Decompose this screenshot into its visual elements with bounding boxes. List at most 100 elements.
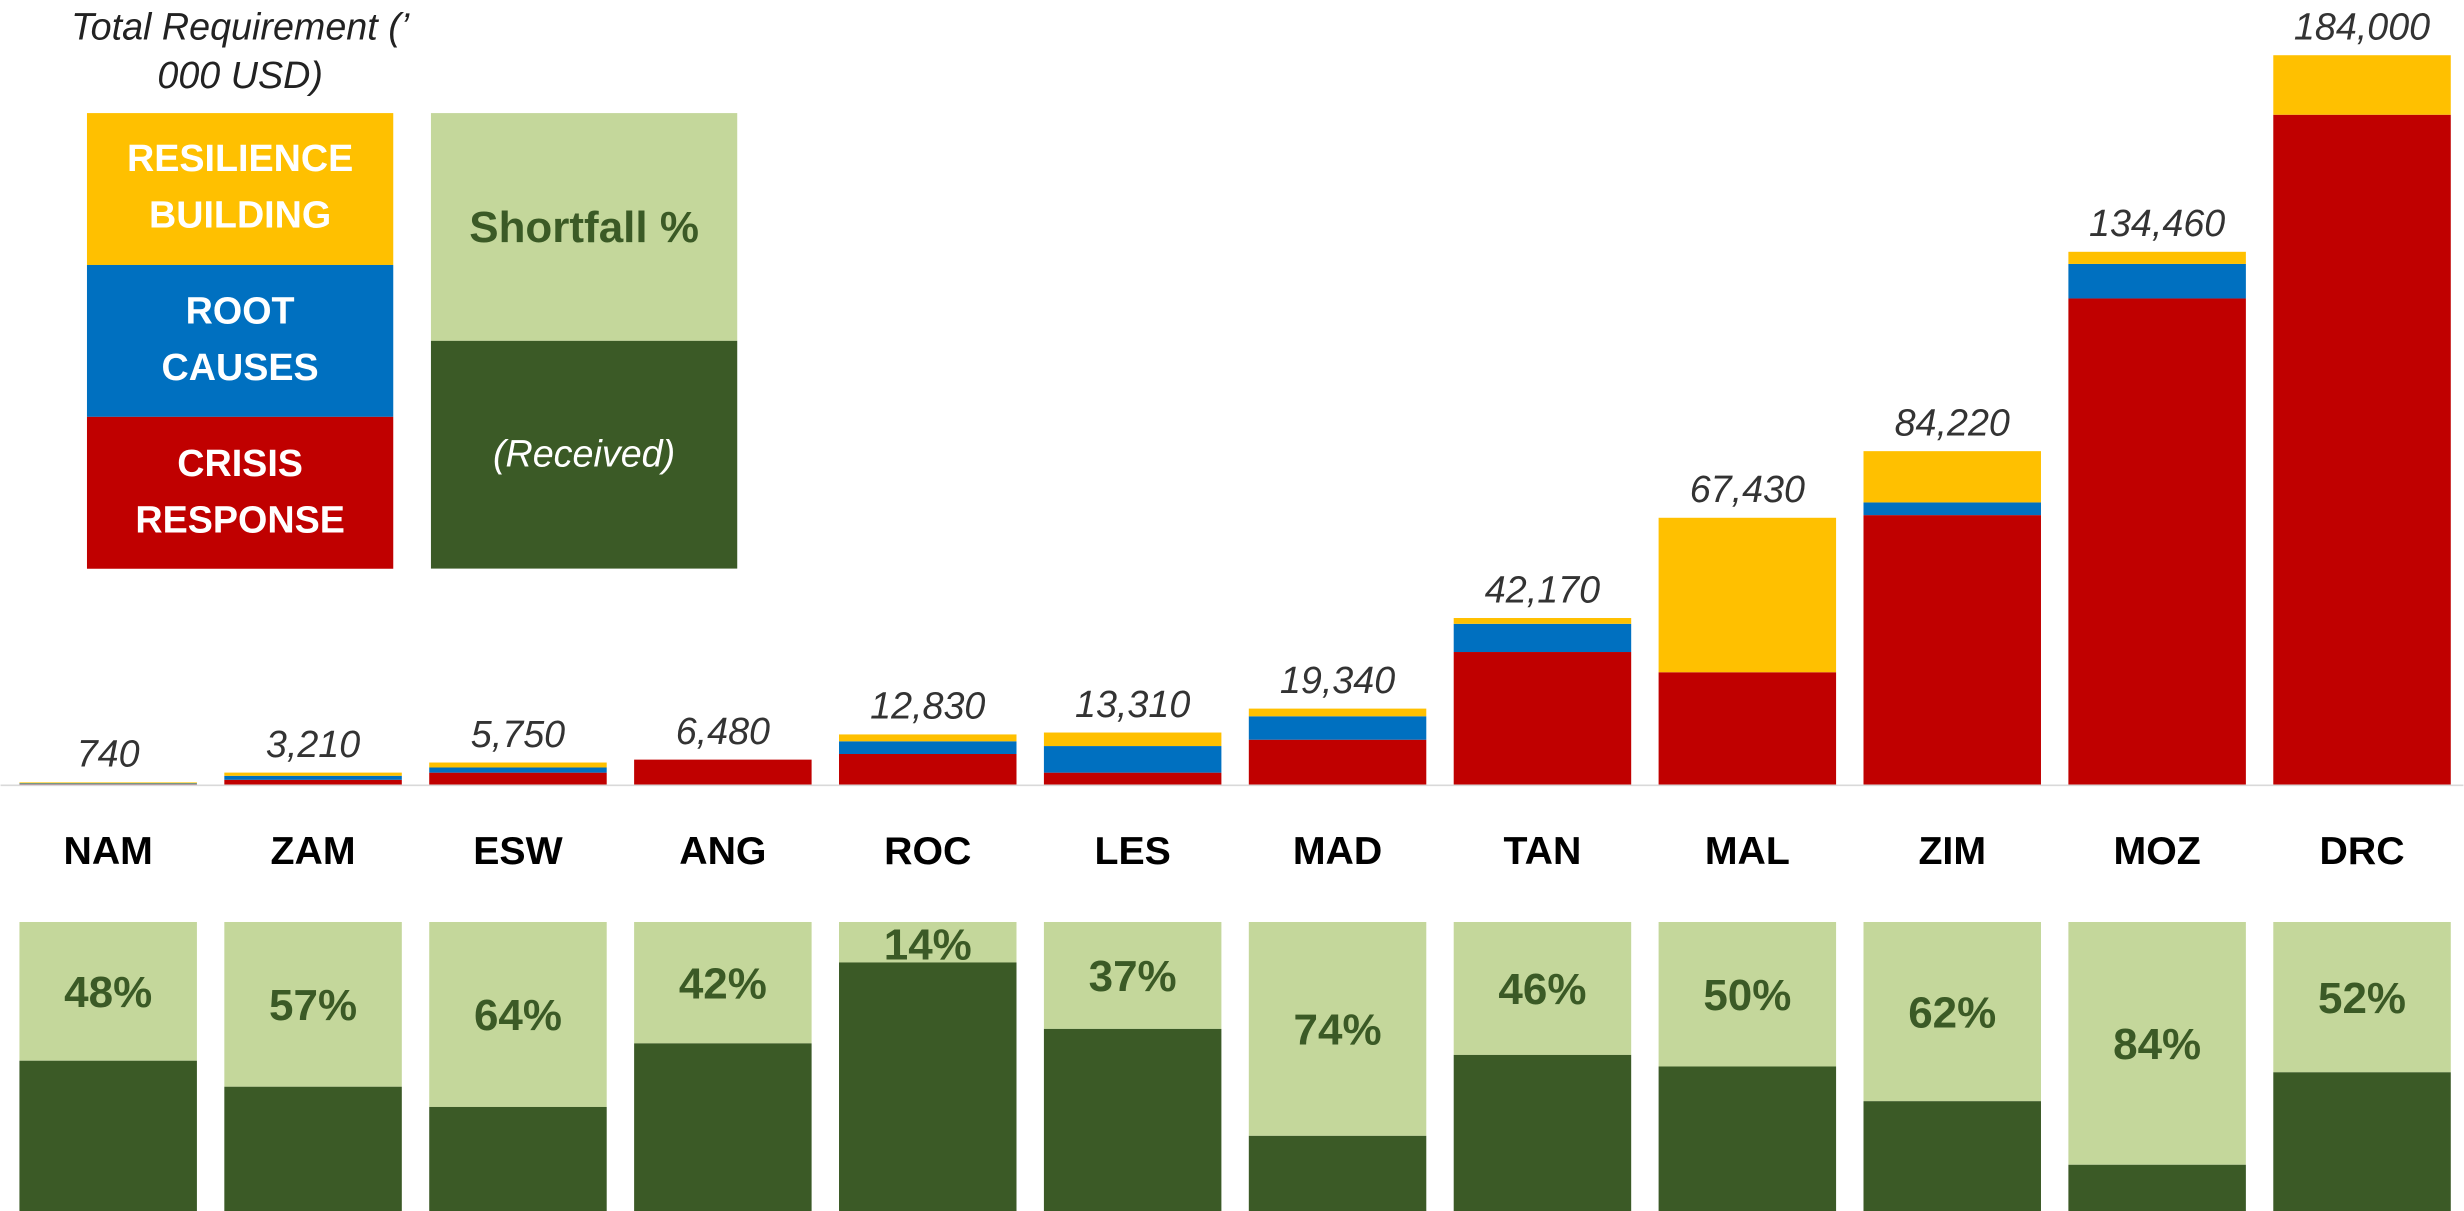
- x-tick-label: TAN: [1504, 829, 1582, 873]
- bar-segment: [1043, 772, 1222, 786]
- bar-segment: [224, 775, 402, 780]
- value-label: 14%: [884, 921, 972, 970]
- value-label: 50%: [1703, 971, 1791, 1020]
- value-label: 46%: [1498, 965, 1586, 1014]
- bar-segment: [2068, 251, 2246, 264]
- x-tick-label: NAM: [63, 829, 152, 873]
- x-tick-label: ROC: [884, 829, 971, 873]
- bar-segment: [2068, 298, 2246, 786]
- total-label: 6,480: [676, 710, 770, 752]
- bar-segment: [634, 759, 812, 786]
- x-tick-label: ESW: [473, 829, 562, 873]
- total-label: 184,000: [2294, 6, 2430, 48]
- legend-label: Shortfall %: [469, 201, 699, 251]
- bar-segment: [429, 762, 607, 768]
- received-bar: [2273, 1072, 2451, 1211]
- shortfall-bar: [1043, 921, 1222, 1029]
- received-bar: [1658, 1066, 1837, 1211]
- bar-segment: [19, 782, 197, 784]
- title-box: Total Requirement (’ 000 USD): [71, 6, 410, 98]
- value-label: 74%: [1294, 1006, 1382, 1055]
- bar-segment: [1248, 716, 1427, 740]
- value-label: 64%: [474, 991, 562, 1040]
- value-label: 62%: [1908, 988, 1996, 1037]
- received-bar: [634, 1043, 812, 1211]
- chart-title: Total Requirement (’ 000 USD): [71, 6, 410, 98]
- received-bar: [19, 1060, 197, 1211]
- x-tick-label: ANG: [679, 829, 766, 873]
- bar-segment: [1658, 517, 1837, 673]
- x-tick-label: MAD: [1293, 829, 1382, 873]
- total-label: 19,340: [1280, 659, 1395, 701]
- legend-label: RESILIENCE BUILDING: [126, 138, 354, 238]
- bar-segment: [1658, 672, 1837, 786]
- total-label: 12,830: [870, 685, 985, 727]
- received-bar: [2068, 1164, 2246, 1211]
- bar-segment: [1863, 451, 2041, 503]
- bar-segment: [2068, 263, 2246, 299]
- bar-segment: [1248, 708, 1427, 717]
- shortfall-bar: [2273, 921, 2451, 1073]
- x-tick-label: DRC: [2320, 829, 2405, 873]
- bar-segment: [1453, 618, 1632, 624]
- bar-segment: [839, 753, 1017, 786]
- legend-swatch: [86, 264, 394, 417]
- total-label: 740: [77, 733, 140, 775]
- legend-label: CRISIS RESPONSE: [135, 442, 345, 542]
- value-label: 84%: [2113, 1020, 2201, 1069]
- bar-segment: [839, 734, 1017, 742]
- shortfall-bar: [1658, 921, 1837, 1067]
- bar-segment: [1453, 623, 1632, 653]
- bar-segment: [429, 772, 607, 786]
- shortfall-bar: [1248, 921, 1427, 1136]
- bar-segment: [19, 783, 197, 785]
- legend-swatch: [430, 340, 738, 569]
- legend-item: RESILIENCE BUILDING: [126, 138, 354, 238]
- received-bar: [1043, 1028, 1222, 1211]
- shortfall-bar: [224, 921, 402, 1087]
- shortfall-bar: [634, 921, 812, 1044]
- value-label: 42%: [679, 959, 767, 1008]
- bar-segment: [839, 741, 1017, 754]
- legend-item: Shortfall %: [469, 201, 699, 251]
- bar-segment: [2273, 55, 2451, 115]
- legend-label: (Received): [492, 432, 676, 476]
- x-tick-label: MOZ: [2114, 829, 2201, 873]
- bar-segment: [1043, 732, 1222, 747]
- shortfall-bar: [2068, 921, 2246, 1165]
- total-label: 67,430: [1690, 468, 1805, 510]
- legend-item: (Received): [492, 432, 676, 476]
- received-bar: [1248, 1135, 1427, 1211]
- value-label: 37%: [1089, 952, 1177, 1001]
- bar-segment: [1043, 746, 1222, 773]
- received-bar: [1453, 1054, 1632, 1211]
- bar-segment: [429, 767, 607, 773]
- legend-swatch: [86, 113, 394, 265]
- x-tick-label: LES: [1094, 829, 1170, 873]
- total-label: 134,460: [2089, 202, 2225, 244]
- value-label: 48%: [64, 968, 152, 1017]
- legend-swatch: [430, 113, 738, 341]
- shortfall-bar: [1453, 921, 1632, 1055]
- total-label: 13,310: [1075, 683, 1190, 725]
- received-bar: [839, 962, 1017, 1211]
- bar-segment: [1863, 515, 2041, 786]
- shortfall-bar: [1863, 921, 2041, 1102]
- x-tick-label: ZIM: [1918, 829, 1986, 873]
- bar-segment: [224, 779, 402, 786]
- x-tick-label: ZAM: [271, 829, 356, 873]
- legend-item: CRISIS RESPONSE: [135, 442, 345, 542]
- bar-segment: [1863, 502, 2041, 516]
- value-label: 57%: [269, 981, 357, 1030]
- legend-swatch: [86, 416, 394, 569]
- received-bar: [1863, 1101, 2041, 1211]
- legend-item: ROOT CAUSES: [162, 291, 319, 390]
- shortfall-bar: [429, 921, 607, 1107]
- shortfall-bar: [19, 921, 197, 1061]
- shortfall-bar: [839, 921, 1017, 963]
- value-label: 52%: [2318, 974, 2406, 1023]
- total-label: 3,210: [266, 723, 360, 765]
- bar-segment: [1248, 739, 1427, 786]
- x-tick-label: MAL: [1705, 829, 1790, 873]
